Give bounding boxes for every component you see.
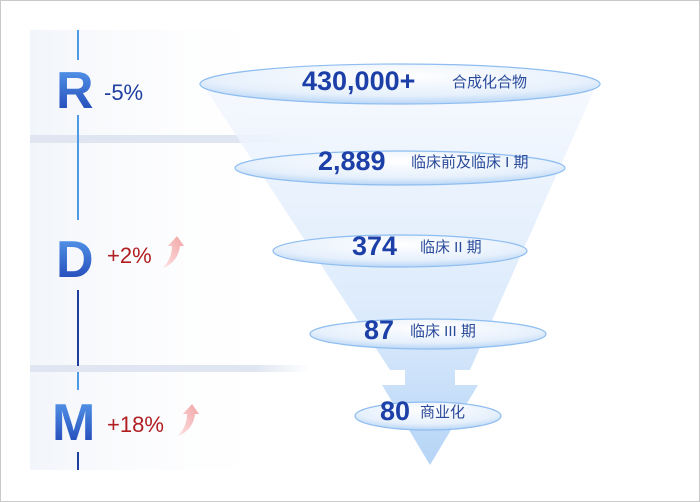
stage-change-d: +2% xyxy=(107,243,152,268)
stage-letter-m: M xyxy=(52,394,95,452)
stage-change-r: -5% xyxy=(104,80,143,105)
stage-letter-r: R xyxy=(56,62,94,120)
separator xyxy=(30,365,310,372)
separator xyxy=(30,135,310,143)
funnel-label-5: 商业化 xyxy=(420,404,465,421)
funnel-label-2: 临床前及临床 I 期 xyxy=(411,154,529,171)
funnel-value-1: 430,000+ xyxy=(302,66,415,96)
funnel-value-4: 87 xyxy=(364,315,394,345)
stage-letter-d: D xyxy=(56,231,94,289)
band-m xyxy=(30,372,290,470)
band-d xyxy=(30,143,290,365)
funnel-label-4: 临床 III 期 xyxy=(410,323,476,340)
stage-change-m: +18% xyxy=(107,412,164,437)
funnel-value-5: 80 xyxy=(380,396,410,426)
funnel-level-3 xyxy=(272,234,528,268)
funnel-level-1 xyxy=(199,63,601,105)
funnel-level-4 xyxy=(309,318,547,350)
funnel-label-3: 临床 II 期 xyxy=(420,239,482,256)
funnel-value-2: 2,889 xyxy=(318,146,386,176)
funnel-label-1: 合成化合物 xyxy=(452,74,527,91)
funnel-value-3: 374 xyxy=(352,231,397,261)
funnel-level-2 xyxy=(234,150,566,186)
funnel-level-5 xyxy=(354,401,502,431)
trend-up-arrow-icon xyxy=(178,404,199,436)
trend-up-arrow-icon xyxy=(163,236,184,268)
